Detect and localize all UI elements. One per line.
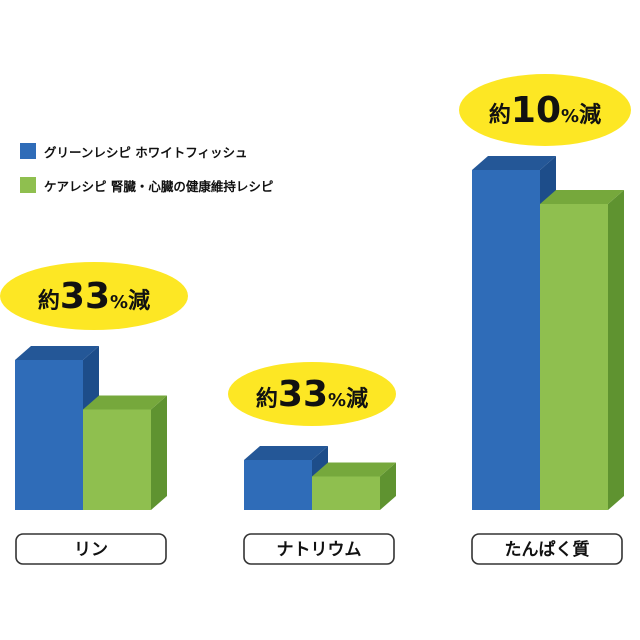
- category-label-box: [243, 533, 395, 565]
- legend-swatch-2: [20, 177, 36, 193]
- bar-series1-2-top: [244, 446, 328, 460]
- category-label-text: リン: [74, 540, 108, 560]
- badge-text: 約10%減: [489, 90, 601, 131]
- bar-series1-1-top: [15, 346, 99, 360]
- badge-ellipse: [228, 362, 396, 426]
- legend-swatch-1: [20, 143, 36, 159]
- badge-ellipse: [0, 262, 188, 330]
- reduction-badge-3: 約10%減: [459, 74, 631, 146]
- badge-text: 約33%減: [256, 374, 368, 415]
- bar-series2-2-side: [380, 462, 396, 510]
- badge-text: 約33%減: [38, 276, 150, 317]
- bar-series2-1-top: [83, 395, 167, 410]
- category-label-box: [471, 533, 623, 565]
- bar-series1-2: [244, 446, 328, 510]
- bar-series2-3-front: [540, 204, 608, 510]
- bar-series2-3-side: [608, 190, 624, 510]
- reduction-badge-1: 約33%減: [0, 262, 188, 330]
- category-label-2: ナトリウム: [243, 533, 395, 565]
- category-label-box: [15, 533, 167, 565]
- reduction-badge-2: 約33%減: [228, 362, 396, 426]
- bar-series2-3: [540, 190, 624, 510]
- category-labels: リン ナトリウム たんぱく質: [15, 533, 623, 565]
- bar-series2-1: [83, 395, 167, 510]
- bar-series1-2-front: [244, 460, 312, 510]
- bar-series2-3-top: [540, 190, 624, 204]
- category-label-3: たんぱく質: [471, 533, 623, 565]
- legend-label-2: ケアレシピ 腎臓・心臓の健康維持レシピ: [44, 179, 273, 194]
- bar-series2-2-top: [312, 462, 396, 477]
- bar-series2-2: [312, 462, 396, 510]
- bar-series2-2-front: [312, 476, 380, 510]
- bars: [15, 156, 624, 510]
- bar-series2-1-side: [151, 395, 167, 510]
- category-label-text: ナトリウム: [277, 540, 362, 560]
- category-label-text: たんぱく質: [505, 539, 590, 560]
- bar-series1-3-top: [472, 156, 556, 170]
- category-label-1: リン: [15, 533, 167, 565]
- badge-ellipse: [459, 74, 631, 146]
- bar-series2-1-front: [83, 409, 151, 510]
- bar-series1-3-front: [472, 170, 540, 510]
- bar-series1-1-front: [15, 360, 83, 510]
- legend-label-1: グリーンレシピ ホワイトフィッシュ: [44, 145, 247, 160]
